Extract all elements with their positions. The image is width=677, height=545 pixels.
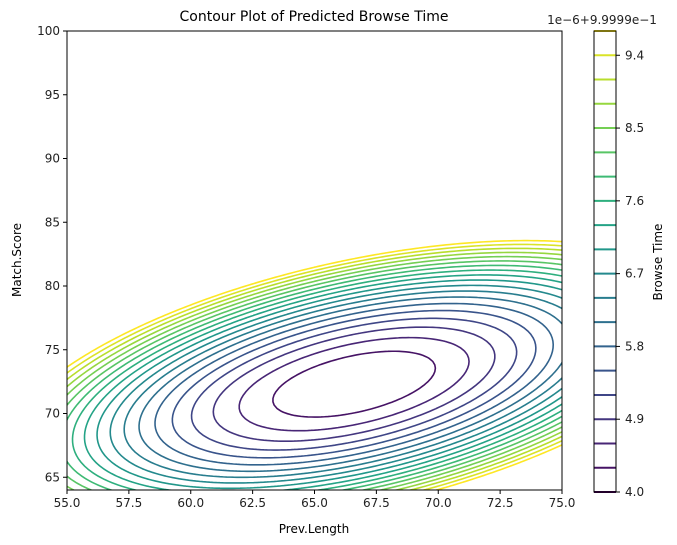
contour-line [212,326,496,442]
contour-line [83,274,562,490]
contour-line [67,264,562,490]
colorbar-tick-label: 7.6 [625,194,644,208]
contour-line [67,255,562,490]
contour-line [238,336,470,432]
y-axis: 65 70 75 80 85 90 95 100 [37,24,67,484]
y-tick-label: 75 [45,343,60,357]
y-axis-label: Match.Score [10,223,24,297]
colorbar-tick-label: 8.5 [625,121,644,135]
colorbar-frame [593,30,617,493]
contour-line [67,243,562,490]
x-tick-label: 55.0 [54,496,81,510]
colorbar [593,30,617,493]
x-axis-label: Prev.Length [279,522,349,536]
x-tick-label: 60.0 [177,496,204,510]
contour-line [154,302,555,466]
contour-line [190,317,518,451]
y-tick-label: 85 [45,215,60,229]
contour-line [67,260,562,490]
contour-line [71,269,562,490]
colorbar-label: Browse Time [651,224,665,301]
y-tick-label: 100 [37,24,60,38]
colorbar-tick-label: 9.4 [625,48,644,62]
y-tick-label: 70 [45,407,60,421]
y-tick-label: 80 [45,279,60,293]
x-tick-label: 65.0 [301,496,328,510]
colorbar-ticks: 4.0 4.9 5.8 6.7 7.6 8.5 9.4 [616,48,644,499]
contour-line [272,350,437,418]
x-tick-label: 72.5 [487,496,514,510]
contour-line [67,247,562,490]
contour-line [171,309,537,459]
contour-lines [67,239,562,490]
colorbar-tick-label: 4.9 [625,412,644,426]
colorbar-tick-label: 6.7 [625,267,644,281]
contour-line [67,239,562,490]
x-tick-label: 70.0 [425,496,452,510]
colorbar-tick-label: 5.8 [625,339,644,353]
x-tick-label: 62.5 [239,496,266,510]
y-tick-label: 65 [45,470,60,484]
contour-line [96,279,562,490]
colorbar-offset-text: 1e−6+9.9999e−1 [547,13,657,27]
contour-line [138,296,562,473]
contour-line [123,290,562,479]
colorbar-tick-label: 4.0 [625,485,644,499]
x-tick-label: 57.5 [116,496,143,510]
contour-line [109,284,562,484]
contour-line [67,251,562,490]
chart-title: Contour Plot of Predicted Browse Time [180,9,449,25]
x-axis: 55.0 57.5 60.0 62.5 65.0 67.5 70.0 72.5 75.0 [54,490,576,510]
y-tick-label: 95 [45,88,60,102]
x-tick-label: 75.0 [549,496,576,510]
y-tick-label: 90 [45,152,60,166]
x-tick-label: 67.5 [363,496,390,510]
